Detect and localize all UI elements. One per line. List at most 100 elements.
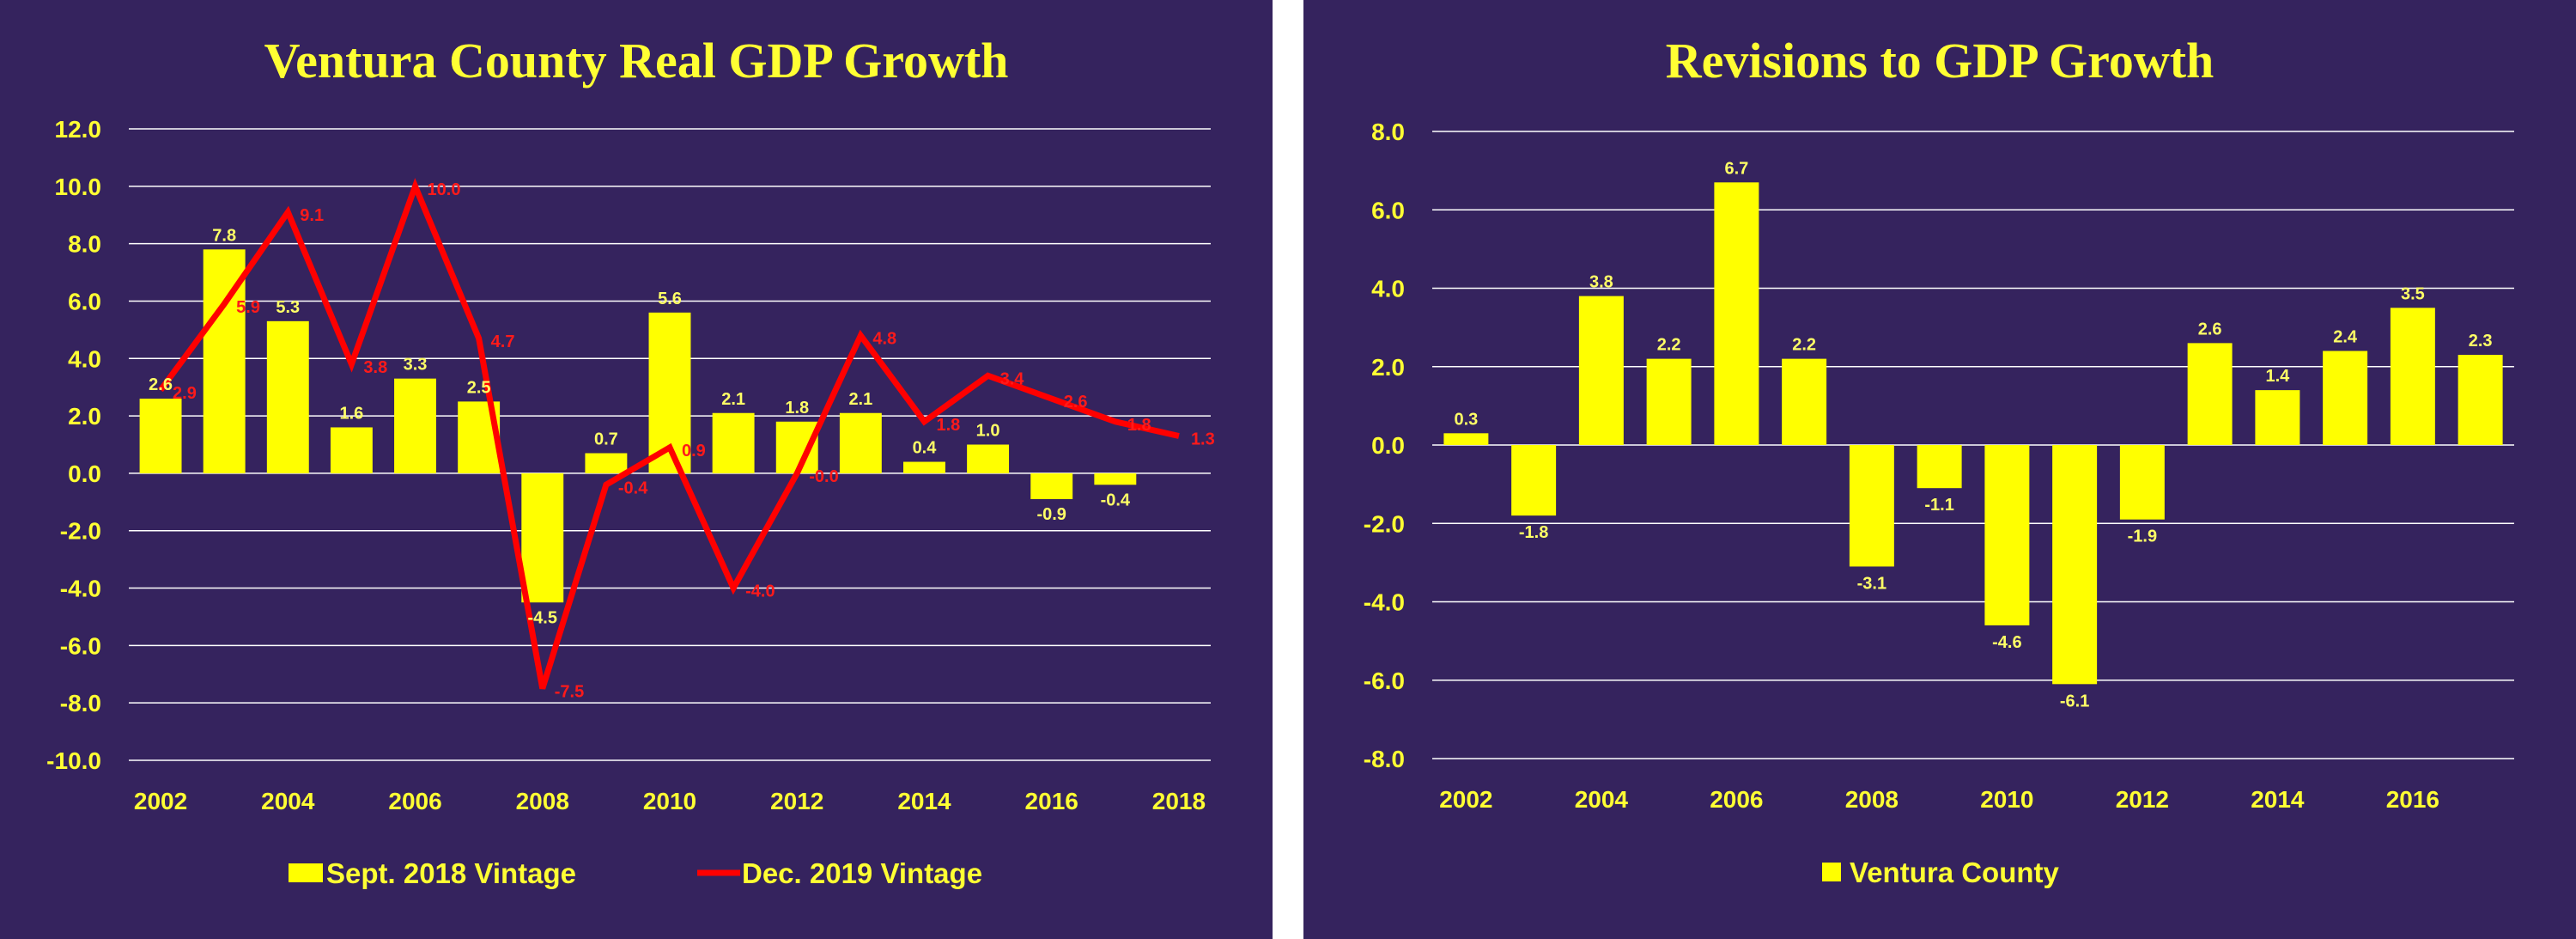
bar-label-2006: 3.3 [404,356,428,375]
bar-label-2011: 2.1 [721,390,745,409]
y-tick-label: 6.0 [1371,197,1405,223]
line-label-2018: 1.3 [1191,430,1215,448]
y-tick-label: -4.0 [60,576,101,602]
x-tick-label: 2018 [1152,788,1206,814]
bar-2008 [521,473,564,603]
bar-2004 [266,320,309,473]
bar-2006 [1714,182,1759,445]
chart-panel-gdp-revisions: Revisions to GDP Growth 0.3 -1.8 3.8 2.2 6.7… [1303,0,2576,939]
legend: Sept. 2018 Vintage Dec. 2019 Vintage [289,857,982,889]
bar-2013 [839,412,882,473]
bar-label-2013: 2.1 [848,390,872,409]
line-label-2015: 3.4 [1000,369,1025,388]
chart-gdp-revisions: Revisions to GDP Growth 0.3 -1.8 3.8 2.2 6.7… [1364,33,2514,888]
y-tick-label: 2.0 [68,403,101,430]
bar-label-2009: -1.1 [1924,496,1953,515]
bar-2010 [1984,445,2030,625]
bar-label-2007: 2.2 [1792,336,1816,355]
bar-label-2012: 1.8 [785,399,809,418]
y-tick-label: 2.0 [1371,354,1405,381]
bar-2009 [585,453,628,473]
line-label-2006: 10.0 [428,180,461,199]
bar-2004 [1578,296,1624,445]
bar-2017 [2458,355,2503,445]
bar-2013 [2187,343,2233,445]
bar-2005 [330,427,373,473]
x-tick-label: 2002 [1439,786,1492,813]
bar-label-2015: 1.0 [976,422,1000,441]
x-tick-label: 2002 [134,788,187,814]
x-tick-label: 2012 [2116,786,2169,813]
bar-2017 [1094,473,1137,485]
bar-2015 [2323,351,2368,445]
y-tick-label: 6.0 [68,288,101,314]
y-tick-label: -6.0 [1364,668,1405,694]
bar-2003 [1511,445,1557,516]
x-tick-label: 2004 [1575,786,1629,813]
x-tick-label: 2004 [261,788,315,814]
bar-label-2011: -6.1 [2060,692,2089,710]
bar-label-2013: 2.6 [2198,320,2222,338]
y-tick-label: 0.0 [68,460,101,487]
bar-2015 [967,444,1010,473]
bar-2014 [903,461,945,473]
bar-label-2016: -0.9 [1036,505,1066,524]
bar-label-2016: 3.5 [2401,284,2425,303]
bar-2014 [2255,390,2300,445]
x-tick-label: 2012 [770,788,823,814]
x-tick-label: 2008 [1845,786,1899,813]
y-tick-label: 12.0 [55,116,102,143]
bar-2005 [1646,358,1692,445]
bar-2007 [1782,358,1827,445]
x-tick-label: 2014 [2251,786,2305,813]
y-tick-label: -10.0 [46,747,101,774]
y-tick-label: 0.0 [1371,432,1405,459]
bar-label-2012: -1.9 [2128,527,2157,546]
legend-swatch-bar [289,863,323,882]
y-tick-label: -2.0 [60,518,101,545]
line-label-2010: 0.9 [682,442,706,460]
line-label-2011: -4.0 [745,582,775,601]
line-label-2012: -0.0 [809,467,838,486]
x-tick-label: 2006 [388,788,441,814]
legend-label-dec-2019: Dec. 2019 Vintage [742,857,982,889]
bar-label-2002: 2.6 [149,375,173,394]
bar-2016 [1030,473,1073,499]
bar-2008 [1849,445,1894,567]
bar-label-2017: -0.4 [1101,491,1131,509]
chart-title: Revisions to GDP Growth [1666,33,2215,88]
bar-2002 [1443,433,1489,445]
line-label-2005: 3.8 [363,358,387,377]
bar-label-2008: -3.1 [1857,574,1886,593]
line-label-2003: 5.9 [236,298,260,317]
line-label-2007: 4.7 [491,332,515,351]
x-tick-label: 2016 [2386,786,2439,813]
bar-label-2015: 2.4 [2333,328,2358,347]
x-tick-label: 2010 [643,788,696,814]
series-line-dec-2019 [158,178,1180,690]
legend-label-ventura-county: Ventura County [1850,857,2060,888]
y-tick-label: -8.0 [1364,746,1405,772]
y-tick-label: 4.0 [1371,276,1405,302]
bar-label-2004: 3.8 [1589,273,1613,292]
bar-label-2009: 0.7 [594,430,618,449]
x-tick-label: 2006 [1710,786,1763,813]
chart-panel-real-gdp-growth: Ventura County Real GDP Growth 2.6 7.8 5.3… [0,0,1273,939]
bar-label-2008: -4.5 [528,608,557,627]
y-tick-label: -2.0 [1364,510,1405,537]
legend-swatch-bar [1822,863,1841,881]
legend-label-sept-2018: Sept. 2018 Vintage [326,857,576,889]
y-tick-label: -8.0 [60,690,101,716]
bar-label-2010: -4.6 [1992,633,2021,652]
bar-2016 [2390,308,2435,445]
bar-label-2005: 1.6 [340,404,364,423]
line-label-2004: 9.1 [300,206,324,225]
bar-2011 [712,412,755,473]
bar-label-2003: -1.8 [1519,523,1548,542]
line-label-2016: 2.6 [1064,393,1088,412]
bar-label-2006: 6.7 [1724,159,1748,178]
bar-2009 [1917,445,1962,489]
chart-real-gdp-growth: Ventura County Real GDP Growth 2.6 7.8 5.3… [46,33,1215,889]
line-label-2017: 1.8 [1127,416,1151,435]
chart-title: Ventura County Real GDP Growth [264,33,1009,88]
